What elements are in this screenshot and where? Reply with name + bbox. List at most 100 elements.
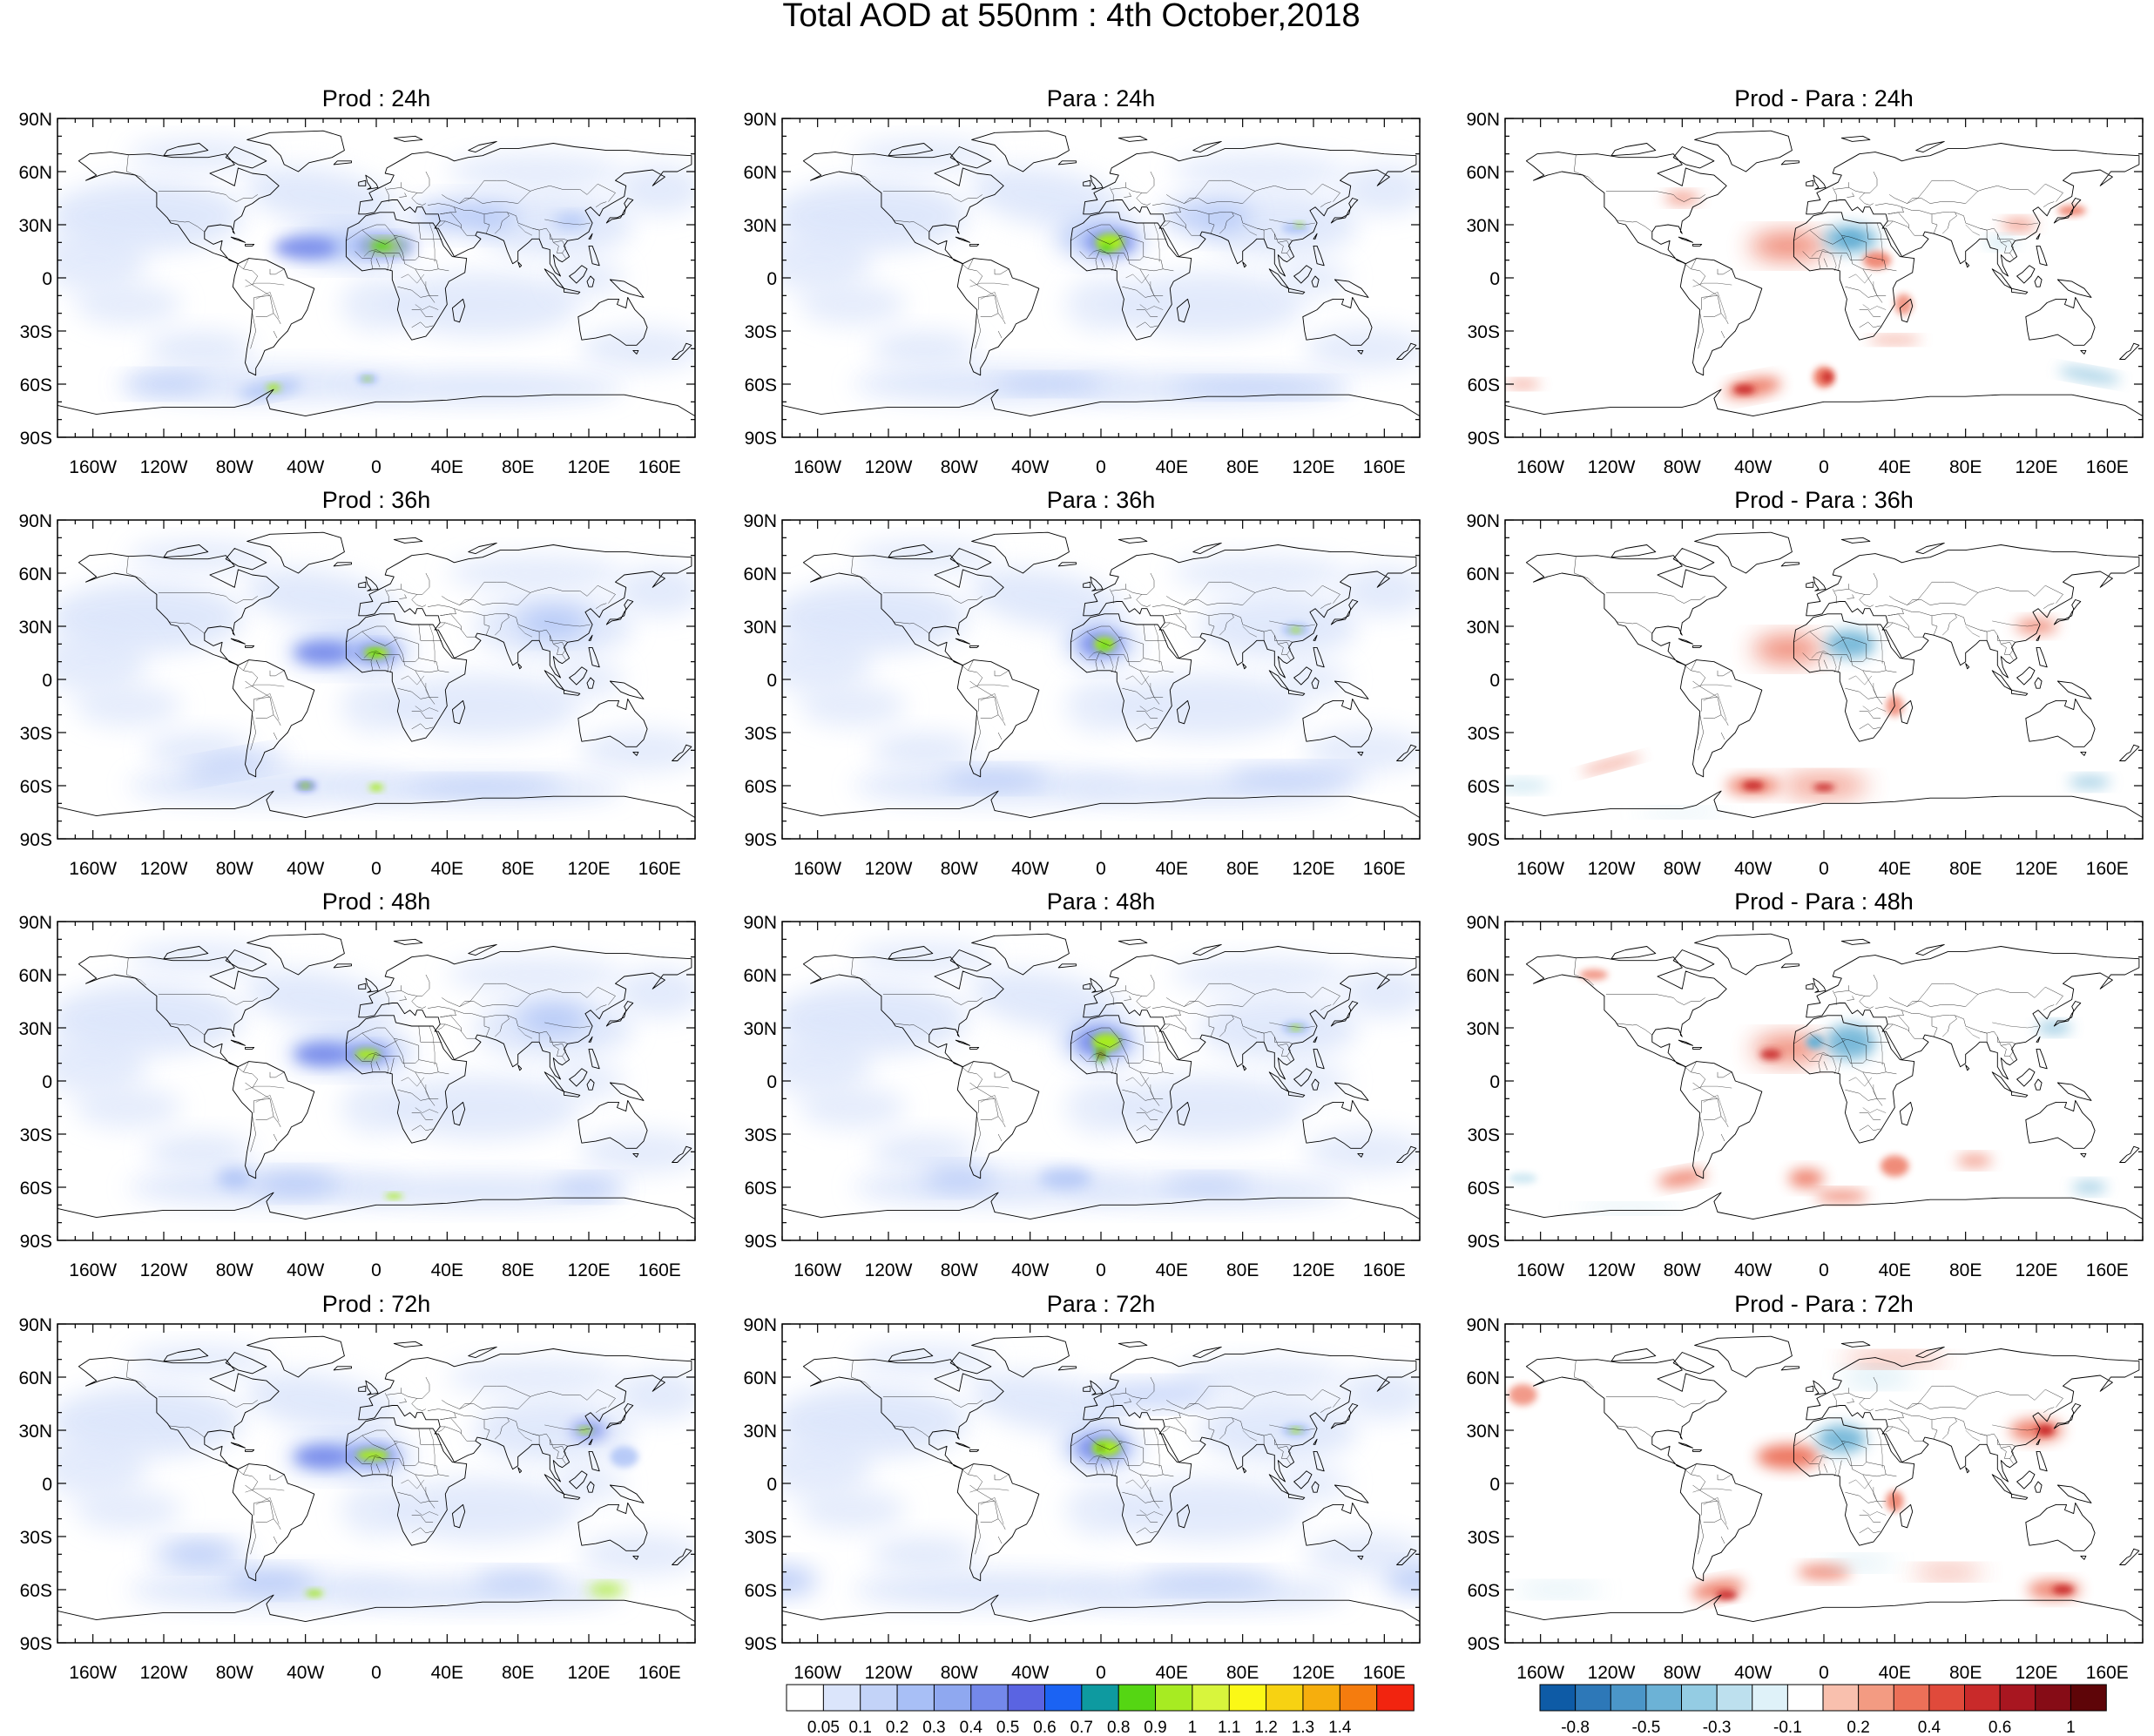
latitude-label: 0 — [1489, 1072, 1500, 1092]
colorbar-swatch — [896, 1684, 935, 1712]
colorbar-label: 1 — [2066, 1719, 2076, 1736]
longitude-label: 40E — [431, 457, 463, 477]
longitude-label: 120W — [140, 859, 188, 879]
colorbar-label: 0.4 — [960, 1719, 983, 1736]
longitude-label: 120W — [140, 1260, 188, 1280]
colorbar-label: 1 — [1188, 1719, 1198, 1736]
longitude-label: 80W — [941, 457, 978, 477]
longitude-label: 120W — [140, 1663, 188, 1683]
longitude-label: 80E — [1949, 1260, 1982, 1280]
colorbar-swatch — [2035, 1684, 2072, 1712]
colorbar-swatch — [1999, 1684, 2036, 1712]
country-borders — [851, 556, 1340, 751]
longitude-label: 80W — [1664, 859, 1701, 879]
coastlines — [57, 531, 695, 839]
colorbar-label: 0.9 — [1144, 1719, 1166, 1736]
colorbar-swatch — [1376, 1684, 1415, 1712]
colorbar-swatch — [786, 1684, 825, 1712]
country-borders — [1574, 556, 2063, 751]
map-area — [57, 922, 695, 1240]
longitude-label: 80W — [1664, 1663, 1701, 1683]
colorbar-swatch — [1822, 1684, 1860, 1712]
latitude-label: 30S — [1468, 1125, 1500, 1145]
longitude-label: 120E — [567, 859, 610, 879]
longitude-label: 120W — [1588, 457, 1636, 477]
colorbar-label: -0.3 — [1703, 1719, 1732, 1736]
colorbar-swatch — [2070, 1684, 2107, 1712]
latitude-label: 30S — [745, 1125, 777, 1145]
difference-colorbar: -0.8 -0.5 -0.3 -0.1 0.2 0.4 0.6 1 — [1539, 1684, 2107, 1736]
longitude-label: 120E — [2015, 859, 2057, 879]
latitude-label: 60S — [20, 375, 52, 395]
latitude-label: 60N — [18, 564, 52, 584]
colorbar-swatch — [1118, 1684, 1157, 1712]
colorbar-swatch — [1893, 1684, 1930, 1712]
longitude-label: 80W — [216, 457, 253, 477]
colorbar-swatch — [1228, 1684, 1267, 1712]
longitude-label: 40W — [287, 1260, 324, 1280]
latitude-label: 60S — [1468, 777, 1500, 797]
colorbar-label: 0.2 — [886, 1719, 908, 1736]
longitude-label: 80E — [502, 1260, 534, 1280]
aod-field — [57, 139, 695, 404]
latitude-label: 90N — [743, 1315, 777, 1335]
longitude-label: 120W — [1588, 1663, 1636, 1683]
latitude-label: 30S — [20, 724, 52, 744]
longitude-label: 80E — [1226, 457, 1259, 477]
latitude-label: 90S — [1468, 1232, 1500, 1252]
figure-title: Total AOD at 550nm : 4th October,2018 — [782, 0, 1360, 34]
colorbar-label: 0.5 — [996, 1719, 1019, 1736]
latitude-label: 30N — [743, 1019, 777, 1039]
latitude-label: 60S — [745, 375, 777, 395]
map-area — [1505, 118, 2143, 437]
colorbar-swatch — [1192, 1684, 1231, 1712]
longitude-label: 40E — [1879, 1260, 1911, 1280]
longitude-label: 40W — [1011, 859, 1049, 879]
longitude-label: 120W — [140, 457, 188, 477]
longitude-label: 80E — [502, 457, 534, 477]
longitude-label: 40W — [287, 457, 324, 477]
latitude-label: 60N — [743, 966, 777, 986]
aod-field — [1505, 193, 2122, 398]
longitude-label: 160W — [69, 1663, 117, 1683]
axis-ticks — [781, 921, 1421, 1241]
latitude-label: 30S — [745, 1528, 777, 1548]
map-panel: Prod : 48h 90N 60N 30N 0 30S 60S 90S 160W 120W 80W… — [18, 888, 696, 1280]
longitude-label: 80E — [1226, 859, 1259, 879]
latitude-label: 30S — [20, 1125, 52, 1145]
colorbar-label: 0.4 — [1918, 1719, 1941, 1736]
longitude-label: 120E — [567, 1260, 610, 1280]
longitude-label: 40W — [1734, 457, 1772, 477]
axis-ticks — [781, 1323, 1421, 1644]
latitude-label: 90N — [1466, 511, 1500, 531]
longitude-label: 120E — [2015, 1663, 2057, 1683]
map-area — [782, 922, 1420, 1240]
longitude-label: 160E — [638, 457, 681, 477]
latitude-label: 60N — [743, 1368, 777, 1388]
longitude-label: 160W — [1516, 1260, 1564, 1280]
latitude-label: 60S — [20, 1179, 52, 1199]
longitude-label: 40E — [431, 1663, 463, 1683]
aod-field — [782, 942, 1420, 1207]
longitude-label: 40E — [1879, 457, 1911, 477]
colorbar-swatch — [1964, 1684, 2001, 1712]
latitude-label: 90S — [20, 1634, 52, 1654]
longitude-label: 160W — [69, 859, 117, 879]
latitude-label: 60S — [20, 777, 52, 797]
map-area — [1505, 1324, 2143, 1643]
map-panel: Prod - Para : 48h 90N 60N 30N 0 30S 60S 90S 160W… — [1466, 888, 2144, 1280]
latitude-label: 90S — [1468, 830, 1500, 850]
panel-title: Para : 48h — [1047, 888, 1156, 915]
coastlines — [1505, 130, 2143, 437]
map-panel: Prod - Para : 36h 90N 60N 30N 0 30S 60S 90S 160W… — [1466, 487, 2144, 879]
longitude-label: 120E — [2015, 457, 2057, 477]
latitude-label: 90S — [745, 830, 777, 850]
latitude-label: 30N — [18, 1422, 52, 1442]
coastlines — [57, 130, 695, 437]
colorbar-swatch — [860, 1684, 898, 1712]
longitude-label: 80E — [1949, 859, 1982, 879]
country-borders — [851, 957, 1340, 1152]
panel-title: Prod - Para : 36h — [1734, 487, 1914, 513]
map-area — [1505, 520, 2143, 839]
latitude-label: 30N — [743, 216, 777, 236]
